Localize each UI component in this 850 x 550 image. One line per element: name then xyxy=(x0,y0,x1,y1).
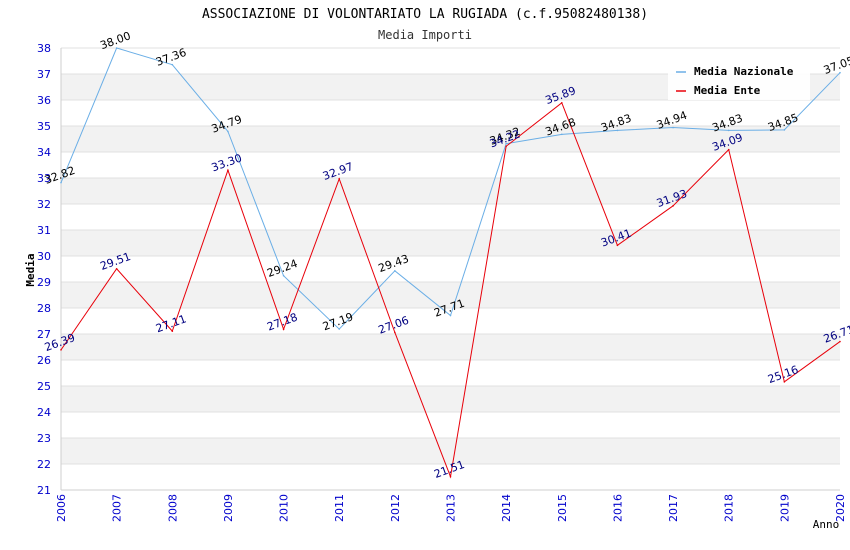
data-point xyxy=(227,169,229,171)
data-point xyxy=(283,275,285,277)
x-tick-label: 2006 xyxy=(55,494,68,522)
grid-bands xyxy=(61,74,840,464)
y-tick-label: 30 xyxy=(37,250,51,263)
data-point xyxy=(116,268,118,270)
x-tick-label: 2008 xyxy=(166,494,179,522)
x-tick-label: 2007 xyxy=(111,494,124,522)
y-axis-label: Media xyxy=(24,253,37,286)
grid-band xyxy=(61,334,840,360)
data-point xyxy=(561,134,563,136)
data-point xyxy=(450,315,452,317)
y-tick-label: 32 xyxy=(37,198,51,211)
x-tick-label: 2009 xyxy=(222,494,235,522)
data-point xyxy=(672,205,674,207)
x-tick-label: 2013 xyxy=(445,494,458,522)
data-label: 27.19 xyxy=(321,310,355,333)
x-tick-label: 2018 xyxy=(723,494,736,522)
grid-band xyxy=(61,230,840,256)
y-tick-label: 26 xyxy=(37,354,51,367)
data-point xyxy=(171,330,173,332)
data-point xyxy=(784,129,786,131)
data-label: 37.05 xyxy=(822,54,850,77)
data-point xyxy=(505,145,507,147)
data-point xyxy=(450,476,452,478)
data-label: 33.30 xyxy=(210,151,244,174)
legend-label-ente: Media Ente xyxy=(694,84,761,97)
data-point xyxy=(116,47,118,49)
data-point xyxy=(839,341,841,343)
x-tick-label: 2012 xyxy=(389,494,402,522)
x-tick-label: 2010 xyxy=(278,494,291,522)
data-point xyxy=(171,64,173,66)
grid-band xyxy=(61,386,840,412)
y-tick-label: 31 xyxy=(37,224,51,237)
x-tick-label: 2016 xyxy=(611,494,624,522)
chart-subtitle: Media Importi xyxy=(378,28,472,42)
data-label: 27.06 xyxy=(377,314,411,337)
data-point xyxy=(338,328,340,330)
grid-band xyxy=(61,438,840,464)
data-point xyxy=(60,182,62,184)
data-label: 27.18 xyxy=(265,311,299,334)
data-point xyxy=(394,270,396,272)
data-label: 25.16 xyxy=(766,363,800,386)
legend-label-nazionale: Media Nazionale xyxy=(694,65,794,78)
data-point xyxy=(394,332,396,334)
y-tick-label: 29 xyxy=(37,276,51,289)
data-point xyxy=(60,349,62,351)
x-tick-label: 2011 xyxy=(333,494,346,522)
y-tick-label: 23 xyxy=(37,432,51,445)
y-tick-label: 24 xyxy=(37,406,51,419)
x-tick-labels: 2006 2007 2008 2009 2010 2011 2012 2013 2014 2015… xyxy=(55,494,847,522)
data-label: 37.36 xyxy=(154,46,188,69)
data-label: 29.24 xyxy=(265,257,299,280)
x-axis-label: Anno xyxy=(813,518,840,531)
data-point xyxy=(672,127,674,129)
data-point xyxy=(283,329,285,331)
data-point xyxy=(338,178,340,180)
data-point xyxy=(839,72,841,74)
data-point xyxy=(784,381,786,383)
data-point xyxy=(561,102,563,104)
chart-title: ASSOCIAZIONE DI VOLONTARIATO LA RUGIADA … xyxy=(202,7,648,22)
y-tick-label: 37 xyxy=(37,68,51,81)
data-point xyxy=(728,149,730,151)
grid-band xyxy=(61,178,840,204)
x-tick-label: 2014 xyxy=(500,494,513,522)
grid-lines xyxy=(61,48,840,490)
y-tick-label: 35 xyxy=(37,120,51,133)
x-tick-label: 2015 xyxy=(556,494,569,522)
data-point xyxy=(617,130,619,132)
y-tick-label: 21 xyxy=(37,484,51,497)
x-tick-label: 2019 xyxy=(778,494,791,522)
x-tick-label: 2017 xyxy=(667,494,680,522)
legend: Media Nazionale Media Ente xyxy=(668,60,810,100)
data-point xyxy=(728,130,730,132)
data-point xyxy=(617,245,619,247)
y-tick-label: 38 xyxy=(37,42,51,55)
series-layer xyxy=(60,47,841,477)
data-point xyxy=(227,131,229,133)
y-tick-label: 28 xyxy=(37,302,51,315)
y-tick-label: 22 xyxy=(37,458,51,471)
data-label: 38.00 xyxy=(98,29,132,52)
y-tick-label: 34 xyxy=(37,146,51,159)
y-tick-label: 36 xyxy=(37,94,51,107)
y-tick-label: 25 xyxy=(37,380,51,393)
